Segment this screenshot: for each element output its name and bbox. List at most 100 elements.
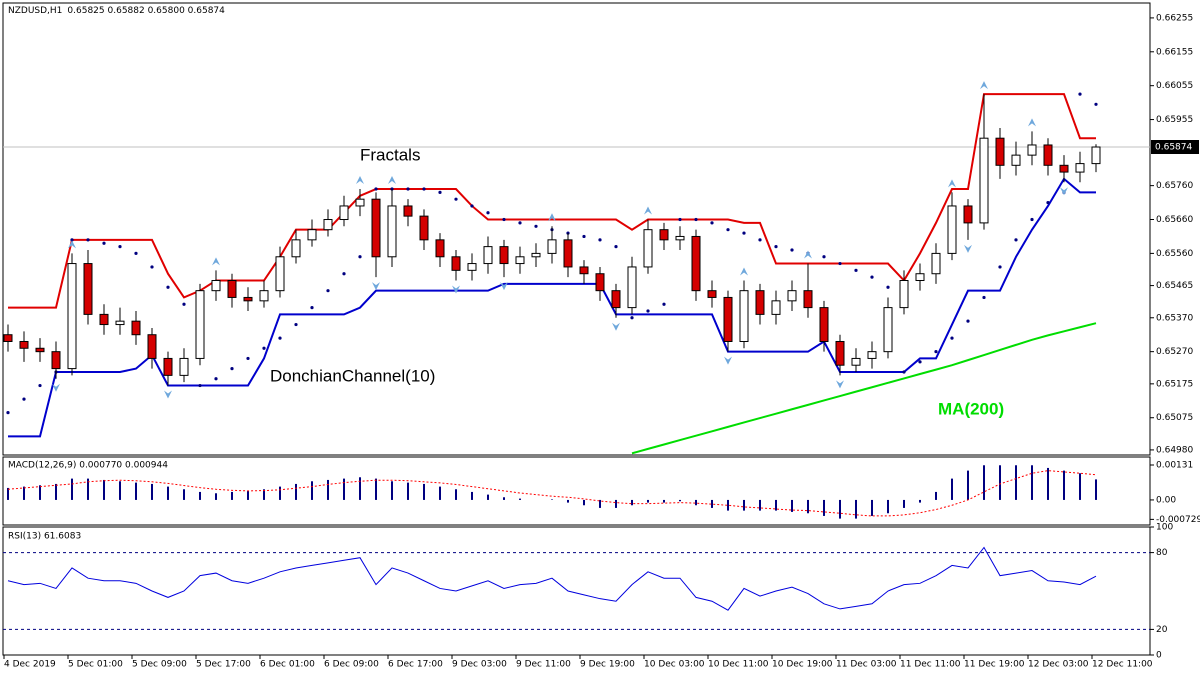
candle-body [659,229,669,241]
candle-body [227,280,237,298]
candle-body [179,357,189,376]
ohlc: 0.65825 0.65882 0.65800 0.65874 [67,6,225,16]
fractal-down [500,282,508,291]
candle-body [787,290,797,302]
x-tick-label: 9 Dec 11:00 [516,660,571,670]
x-tick-label: 10 Dec 03:00 [644,660,705,670]
sar-dot [886,285,890,289]
candle-body [995,137,1005,166]
candle-body [243,296,253,302]
y-tick-label: 0.65465 [1156,281,1193,291]
fractal-up [948,179,956,188]
candle-body [643,229,653,268]
sar-dot [38,383,42,388]
sar-dot [118,245,122,249]
x-tick-label: 9 Dec 19:00 [580,660,635,670]
fractal-up [804,250,812,259]
sar-dot [902,370,906,374]
ma-line [631,322,1097,455]
annotation: MA(200) [938,399,1004,418]
candle-body [19,340,29,349]
y-tick-label: 0.66255 [1156,13,1193,23]
sar-dot [406,187,410,191]
x-tick-label: 5 Dec 09:00 [132,660,187,670]
y-tick-label: 100 [1156,523,1173,533]
candle-body [67,263,77,370]
y-tick-label: 0.65660 [1156,215,1193,225]
candle-body [339,205,349,221]
sar-dot [742,231,746,235]
fractal-up [548,213,556,222]
candle-body [963,205,973,224]
y-tick-label: 0.00131 [1156,461,1193,471]
y-tick-label: 0.65075 [1156,413,1193,423]
sar-dot [630,316,634,320]
candle-body [883,307,893,353]
sar-dot [486,211,490,215]
sar-dot [838,261,842,266]
x-tick-label: 10 Dec 19:00 [772,660,833,670]
candle-body [595,273,605,292]
candle-body [35,347,45,353]
fractal-up [980,81,988,90]
candle-body [531,252,541,258]
candle-body [131,320,141,336]
candle-body [819,307,829,342]
fractal-down [372,282,380,291]
candle-body [355,198,365,207]
fractal-down [836,380,844,389]
candle-body [739,290,749,342]
candle-body [307,229,317,241]
sar-dot [790,248,794,252]
sar-dot [1014,238,1018,242]
candle-body [835,340,845,366]
fractal-up [644,206,652,215]
macd-panel [2,456,1151,526]
sar-dot [342,272,346,276]
sar-dot [134,251,138,255]
x-tick-label: 6 Dec 01:00 [260,660,315,670]
sar-dot [678,217,682,222]
candle-body [51,351,61,370]
sar-dot [326,289,330,293]
sar-dot [502,217,506,222]
candle-body [499,246,509,265]
sar-dot [278,336,282,340]
candle-body [899,280,909,309]
candle-body [483,246,493,265]
sar-dot [166,285,170,289]
candle-body [147,334,157,359]
candle-body [915,273,925,282]
candle-body [387,205,397,258]
sar-dot [534,224,538,228]
candle-body [723,296,733,342]
fractal-up [388,176,396,185]
sar-dot [358,255,362,259]
sar-dot [870,275,874,279]
price-box-label: 0.65874 [1155,143,1192,153]
sar-dot [934,350,938,354]
x-tick-label: 10 Dec 11:00 [708,660,769,670]
candle-body [563,239,573,268]
y-tick-label: 0.65760 [1156,181,1193,191]
candle-body [467,263,477,271]
sar-dot [710,221,714,225]
fractal-down [1060,187,1068,196]
y-tick-label: -0.000729 [1156,515,1200,525]
x-tick-label: 12 Dec 11:00 [1092,660,1153,670]
rsi-line [7,546,1097,611]
fractal-up [1028,118,1036,127]
x-tick-label: 6 Dec 17:00 [388,660,443,670]
candle-body [1091,146,1101,165]
sar-dot [614,245,618,249]
candle-body [1027,144,1037,156]
sar-dot [86,238,90,242]
rsi-panel [2,526,1151,656]
x-tick-label: 5 Dec 17:00 [196,660,251,670]
sar-dot [246,356,250,361]
x-tick-label: 4 Dec 2019 [4,660,56,670]
candle-body [611,290,621,309]
sar-dot [102,241,106,245]
sar-dot [582,234,586,239]
